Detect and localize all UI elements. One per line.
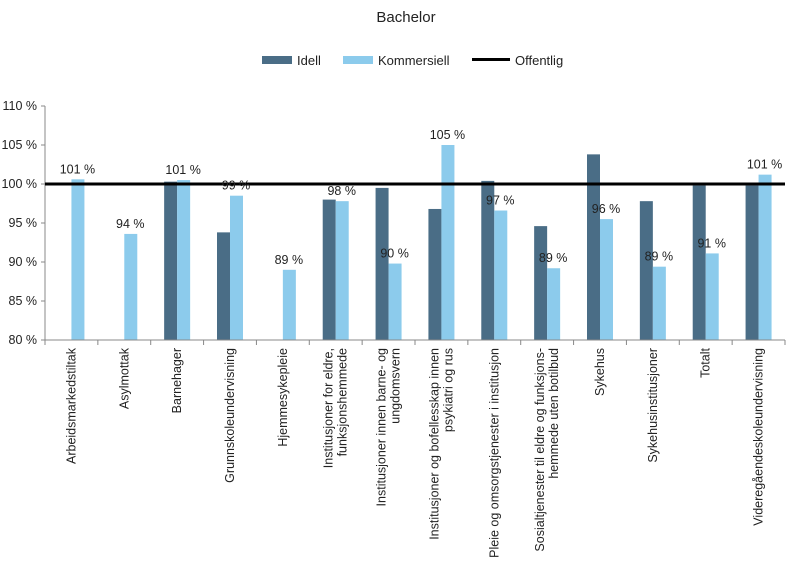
legend: Idell Kommersiell Offentlig [262,53,563,68]
bar-idell [428,208,442,340]
bar-kommersiell [388,263,402,340]
bar-kommersiell [124,233,138,340]
bar-kommersiell [177,180,191,340]
y-tick-label: 80 % [9,333,38,347]
category-label: psykiatri og rus [441,348,455,432]
legend-offentlig-label: Offentlig [515,53,563,68]
bar-kommersiell [335,201,349,340]
bar-kommersiell [282,269,296,340]
x-axis: Arbeidsmarkedstiltak Asylmottak Barnehager… [44,339,786,558]
bar-idell [322,199,336,340]
data-label: 105 % [430,128,465,142]
y-tick-label: 105 % [2,138,37,152]
category-label: Arbeidsmarkedstiltak [64,347,78,464]
bar-kommersiell [758,174,772,340]
legend-idell-swatch [262,56,292,64]
bar-idell [639,201,653,340]
legend-offentlig-swatch [472,58,510,61]
category-label: Sykehus [593,348,607,396]
category-label: Grunnskoleundervisning [223,348,237,483]
chart-title: Bachelor [376,9,435,26]
bars [71,145,772,340]
bar-idell [375,187,389,340]
data-label: 97 % [486,194,515,208]
data-label: 89 % [539,251,568,265]
bar-idell [587,154,600,340]
category-label: Institusjoner for eldre, [322,348,336,468]
bar-idell [164,181,178,340]
category-label: Asylmottak [117,347,131,409]
data-label: 101 % [747,158,782,172]
category-label: Videregåendeskoleundervisning [752,348,766,526]
bar-idell [481,180,495,340]
category-label: ungdomsvern [389,348,403,424]
bar-idell [745,185,759,340]
data-labels: 101 % 94 % 101 % 99 % 89 % 98 % 90 % 105 % 97 % 8… [60,128,783,267]
legend-kommersiell-swatch [343,56,373,64]
category-label: Totalt [699,347,713,377]
bar-idell [692,185,706,340]
category-label: funksjonshemmede [336,348,350,456]
data-label: 98 % [327,184,356,198]
category-label: Hjemmesykepleie [276,348,290,447]
data-label: 91 % [697,236,726,250]
data-label: 89 % [645,250,674,264]
legend-idell-label: Idell [297,53,321,68]
bar-kommersiell [547,268,561,340]
y-tick-label: 100 % [2,177,37,191]
bar-kommersiell [441,145,455,340]
bar-kommersiell [230,195,243,340]
category-label: hemmede uten botilbud [547,348,561,479]
bar-kommersiell [652,266,666,340]
bar-idell [534,226,548,340]
legend-kommersiell-label: Kommersiell [378,53,450,68]
bar-kommersiell [705,253,719,340]
category-label: Institusjoner innen barne- og [375,348,389,506]
bar-kommersiell [494,210,508,340]
data-label: 99 % [222,179,251,193]
y-tick-label: 85 % [9,294,38,308]
y-tick-label: 95 % [9,216,38,230]
bar-kommersiell [600,219,613,340]
data-label: 94 % [116,217,145,231]
category-label: Pleie og omsorgstjenester i institusjon [487,348,501,558]
data-label: 101 % [165,163,200,177]
y-tick-label: 110 % [2,99,37,113]
category-label: Barnehager [170,348,184,413]
category-label: Sykehusinstitusjoner [646,348,660,463]
data-label: 89 % [275,253,304,267]
y-axis: 80 % 85 % 90 % 95 % 100 % 105 % 110 % [2,99,46,347]
data-label: 96 % [592,202,621,216]
data-label: 101 % [60,162,95,176]
y-tick-label: 90 % [9,255,38,269]
category-label: Institusjoner og bofellesskap innen [427,348,441,540]
bar-idell [217,232,230,340]
category-label: Sosialtjenester til eldre og funksjons- [533,348,547,552]
bar-kommersiell [71,179,85,340]
data-label: 90 % [380,247,409,261]
